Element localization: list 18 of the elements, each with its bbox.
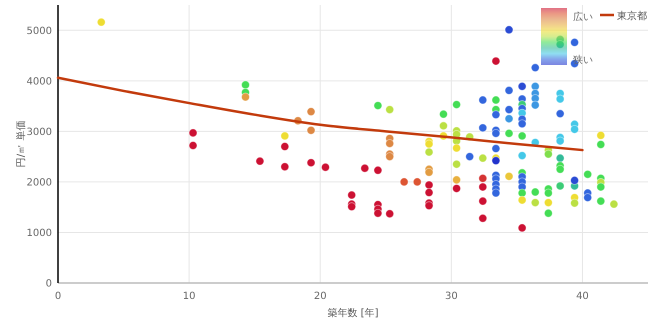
x-tick-label: 10 [182,291,196,302]
y-tick-label: 5000 [26,26,52,37]
x-axis-title: 築年数 [年] [328,307,379,319]
y-tick-label: 2000 [26,177,52,188]
y-tick-label: 4000 [26,76,52,88]
annotation: 広い [573,11,593,23]
legend-label: 東京都 [617,10,647,22]
y-axis-title: 円/㎡ 単価 [16,120,27,168]
y-tick-label: 0 [46,278,52,290]
x-tick-label: 40 [576,291,589,302]
line-series [56,76,584,152]
y-tick-label: 3000 [26,126,52,138]
x-tick-label: 20 [314,291,327,302]
color-scale-legend: 広い 狭い [541,8,593,66]
annotation: 狭い [573,54,593,66]
y-tick-label: 1000 [26,228,52,239]
x-tick-label: 30 [444,291,458,302]
x-tick-label: 0 [54,291,62,302]
